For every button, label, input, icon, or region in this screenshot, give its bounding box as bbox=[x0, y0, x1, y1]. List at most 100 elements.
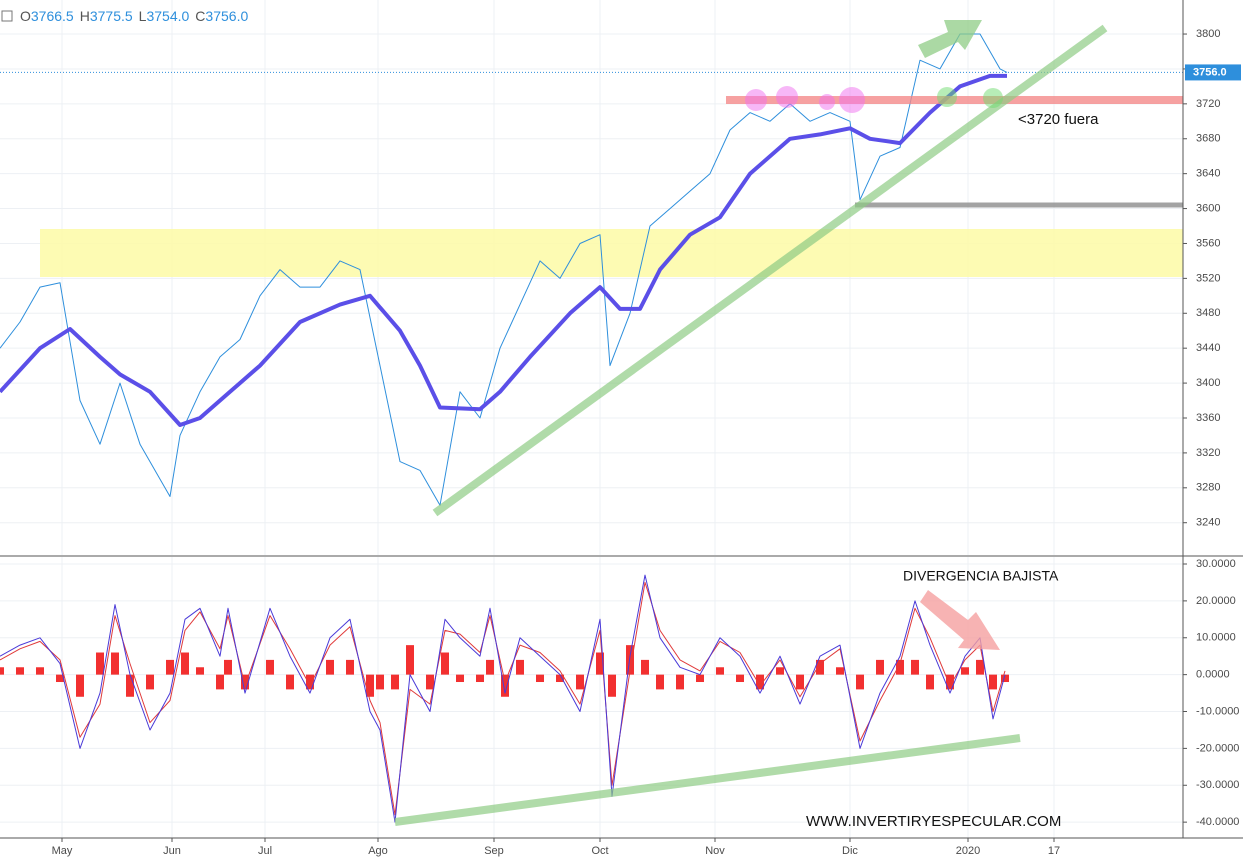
histogram-bar bbox=[976, 659, 984, 675]
ohlc-value: 3766.5 bbox=[31, 8, 74, 24]
histogram-bar bbox=[181, 652, 189, 675]
y-tick-label: 3280 bbox=[1196, 482, 1220, 494]
series-line bbox=[0, 73, 1007, 427]
histogram-bar bbox=[266, 659, 274, 675]
y-tick-label: 3400 bbox=[1196, 377, 1220, 389]
series-line bbox=[0, 581, 1006, 816]
y-tick-label: 3640 bbox=[1196, 168, 1220, 180]
histogram-bar bbox=[56, 674, 64, 683]
ohlc-value: 3775.5 bbox=[90, 8, 133, 24]
x-tick-label: Jul bbox=[258, 845, 272, 857]
x-tick-label: Oct bbox=[591, 845, 608, 857]
trend-line bbox=[432, 24, 1108, 517]
x-tick-label: Ago bbox=[368, 845, 388, 857]
histogram-bar bbox=[656, 674, 664, 690]
x-tick-label: 2020 bbox=[956, 845, 980, 857]
y-tick-label: 20.0000 bbox=[1196, 595, 1236, 607]
histogram-bar bbox=[501, 674, 509, 697]
histogram-bar bbox=[576, 674, 584, 690]
ohlc-label: L bbox=[139, 8, 147, 24]
histogram-bar bbox=[926, 674, 934, 690]
y-tick-label: -10.0000 bbox=[1196, 705, 1239, 717]
histogram-bar bbox=[366, 674, 374, 697]
histogram-bar bbox=[391, 674, 399, 690]
histogram-bar bbox=[756, 674, 764, 690]
histogram-bar bbox=[224, 659, 232, 675]
ohlc-value: 3756.0 bbox=[205, 8, 248, 24]
trend-line bbox=[394, 734, 1021, 826]
histogram-bar bbox=[536, 674, 544, 683]
x-tick-label: May bbox=[52, 845, 73, 857]
y-tick-label: 3440 bbox=[1196, 342, 1220, 354]
histogram-bar bbox=[286, 674, 294, 690]
expand-icon[interactable] bbox=[1, 10, 13, 22]
histogram-bar bbox=[516, 659, 524, 675]
histogram-bar bbox=[326, 659, 334, 675]
y-tick-label: 3240 bbox=[1196, 517, 1220, 529]
annotation: DIVERGENCIA BAJISTA bbox=[903, 568, 1059, 584]
y-tick-label: 3520 bbox=[1196, 272, 1220, 284]
histogram-bar bbox=[36, 667, 44, 675]
series-line bbox=[0, 33, 1008, 506]
histogram-bar bbox=[476, 674, 484, 683]
y-tick-label: 3720 bbox=[1196, 98, 1220, 110]
marker bbox=[776, 86, 798, 108]
x-tick-label: Dic bbox=[842, 845, 858, 857]
plot-background bbox=[0, 0, 1183, 838]
y-tick-label: 3600 bbox=[1196, 202, 1220, 214]
histogram-bar bbox=[716, 667, 724, 675]
x-tick-label: Jun bbox=[163, 845, 181, 857]
histogram-bar bbox=[0, 667, 4, 675]
last-price-label: 3756.0 bbox=[1193, 66, 1227, 78]
y-tick-label: 3360 bbox=[1196, 412, 1220, 424]
histogram-bar bbox=[556, 674, 564, 683]
histogram-bar bbox=[776, 667, 784, 675]
series-line bbox=[0, 574, 1006, 823]
histogram-bar bbox=[16, 667, 24, 675]
y-tick-label: 3320 bbox=[1196, 447, 1220, 459]
x-tick-label: 17 bbox=[1048, 845, 1060, 857]
histogram-bar bbox=[456, 674, 464, 683]
histogram-bar bbox=[196, 667, 204, 675]
ohlc-header: O3766.5 H3775.5 L3754.0 C3756.0 bbox=[20, 8, 248, 24]
y-tick-label: 3480 bbox=[1196, 307, 1220, 319]
x-tick-label: Nov bbox=[705, 845, 725, 857]
arrow bbox=[918, 20, 982, 58]
histogram-bar bbox=[896, 659, 904, 675]
histogram-bar bbox=[989, 674, 997, 690]
y-tick-label: 0.0000 bbox=[1196, 669, 1230, 681]
arrow bbox=[920, 590, 1000, 650]
y-tick-label: -30.0000 bbox=[1196, 779, 1239, 791]
y-tick-label: -20.0000 bbox=[1196, 742, 1239, 754]
histogram-bar bbox=[816, 659, 824, 675]
histogram-bar bbox=[441, 652, 449, 675]
histogram-bar bbox=[306, 674, 314, 690]
marker bbox=[819, 94, 835, 110]
header: O3766.5 H3775.5 L3754.0 C3756.0 bbox=[1, 8, 248, 24]
last-price-box bbox=[1185, 64, 1241, 81]
histogram-bar bbox=[406, 645, 414, 675]
y-tick-label: 3800 bbox=[1196, 28, 1220, 40]
ohlc-label: O bbox=[20, 8, 31, 24]
zone bbox=[40, 229, 1183, 277]
marker bbox=[745, 89, 767, 111]
histogram-bar bbox=[486, 659, 494, 675]
series-layer bbox=[0, 33, 1183, 823]
y-tick-label: 3680 bbox=[1196, 133, 1220, 145]
ohlc-label: H bbox=[80, 8, 90, 24]
histogram-bar bbox=[96, 652, 104, 675]
histogram-bar bbox=[961, 667, 969, 675]
histogram-bar bbox=[696, 674, 704, 683]
drawings bbox=[40, 229, 1183, 277]
histogram-bar bbox=[876, 659, 884, 675]
x-tick-label: Sep bbox=[484, 845, 504, 857]
histogram-bar bbox=[111, 652, 119, 675]
annotation: <3720 fuera bbox=[1018, 111, 1099, 128]
histogram-bar bbox=[241, 674, 249, 690]
histogram-bar bbox=[736, 674, 744, 683]
histogram-bar bbox=[126, 674, 134, 697]
histogram-bar bbox=[166, 659, 174, 675]
histogram-bar bbox=[608, 674, 616, 697]
histogram-bar bbox=[376, 674, 384, 690]
